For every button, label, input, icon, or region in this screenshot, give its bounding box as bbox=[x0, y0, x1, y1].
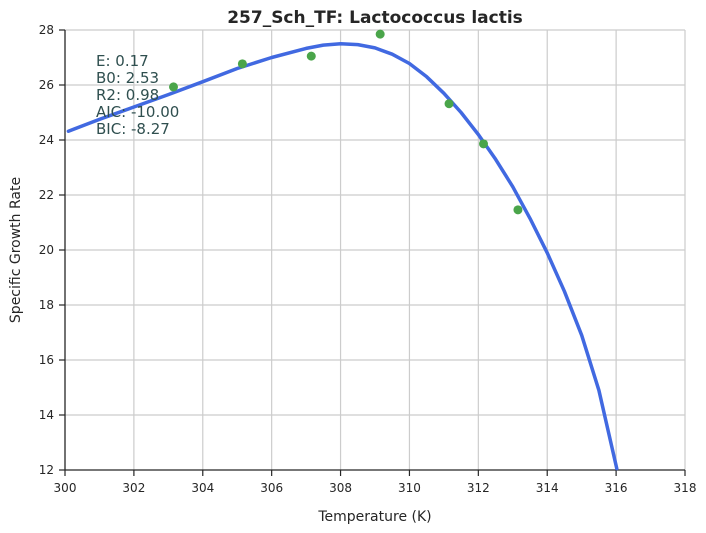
ticks: 300 302 304 306 308 310 312 314 316 318 12 14 16 18 20… bbox=[39, 23, 697, 495]
x-tick-label: 306 bbox=[260, 481, 283, 495]
y-tick-label: 28 bbox=[39, 23, 54, 37]
grid bbox=[65, 29, 686, 470]
chart-title: 257_Sch_TF: Lactococcus lactis bbox=[227, 8, 523, 28]
x-tick-label: 310 bbox=[398, 481, 421, 495]
y-tick-label: 18 bbox=[39, 298, 54, 312]
fit-curve-group bbox=[66, 42, 619, 471]
y-axis-label: Specific Growth Rate bbox=[8, 177, 24, 323]
x-tick-label: 312 bbox=[467, 481, 490, 495]
fit-statistic-label: BIC: -8.27 bbox=[96, 120, 170, 138]
fit-statistic-label: AIC: -10.00 bbox=[96, 103, 179, 121]
x-tick-label: 318 bbox=[674, 481, 697, 495]
data-point bbox=[513, 205, 523, 215]
y-tick-label: 20 bbox=[39, 243, 54, 257]
y-tick-label: 14 bbox=[39, 408, 54, 422]
y-tick-label: 22 bbox=[39, 188, 54, 202]
fit-statistic-label: E: 0.17 bbox=[96, 52, 149, 70]
data-point bbox=[237, 59, 247, 69]
x-tick-label: 316 bbox=[605, 481, 628, 495]
x-tick-label: 308 bbox=[329, 481, 352, 495]
data-point bbox=[479, 139, 488, 149]
y-tick-label: 24 bbox=[39, 133, 54, 147]
x-tick-label: 302 bbox=[122, 481, 145, 495]
y-tick-label: 16 bbox=[39, 353, 54, 367]
y-tick-label: 12 bbox=[39, 463, 54, 477]
data-point bbox=[169, 82, 178, 92]
y-tick-label: 26 bbox=[39, 78, 54, 92]
fit-statistic-label: R2: 0.98 bbox=[96, 86, 159, 104]
x-tick-label: 314 bbox=[536, 481, 559, 495]
x-axis-label: Temperature (K) bbox=[317, 509, 431, 525]
data-point bbox=[306, 51, 316, 61]
x-tick-label: 300 bbox=[54, 481, 77, 495]
x-tick-label: 304 bbox=[191, 481, 214, 495]
data-point bbox=[444, 99, 454, 109]
fit-curve bbox=[66, 42, 619, 471]
fit-statistic-label: B0: 2.53 bbox=[96, 69, 159, 87]
data-point bbox=[375, 29, 385, 39]
data-points-group bbox=[169, 29, 523, 215]
